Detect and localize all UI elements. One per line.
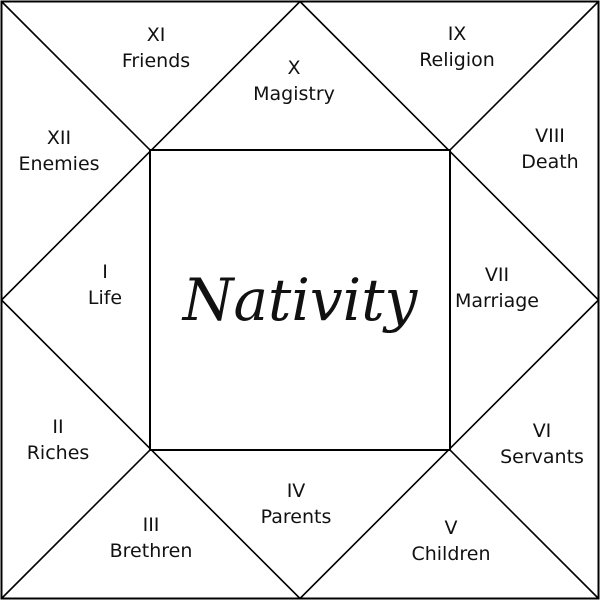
house-label: Enemies bbox=[18, 153, 100, 175]
house-numeral: I bbox=[102, 261, 108, 283]
house-numeral: VII bbox=[484, 264, 510, 286]
house-5: V Children bbox=[386, 515, 516, 567]
house-label: Magistry bbox=[253, 83, 335, 105]
house-1: I Life bbox=[40, 259, 170, 311]
house-numeral: IX bbox=[447, 23, 467, 45]
house-label: Friends bbox=[121, 50, 191, 72]
house-11: XI Friends bbox=[91, 22, 221, 74]
house-numeral: IV bbox=[286, 480, 306, 502]
house-numeral: III bbox=[142, 514, 160, 536]
house-numeral: XI bbox=[146, 24, 166, 46]
house-label: Servants bbox=[500, 446, 584, 468]
house-3: III Brethren bbox=[86, 512, 216, 564]
house-8: VIII Death bbox=[485, 123, 600, 175]
house-9: IX Religion bbox=[392, 21, 522, 73]
chart-title: Nativity bbox=[182, 266, 418, 334]
house-label: Riches bbox=[26, 442, 90, 464]
house-4: IV Parents bbox=[231, 478, 361, 530]
house-6: VI Servants bbox=[477, 418, 600, 470]
house-numeral: V bbox=[444, 517, 458, 539]
house-10: X Magistry bbox=[229, 55, 359, 107]
house-label: Death bbox=[521, 151, 579, 173]
house-label: Marriage bbox=[455, 290, 539, 312]
house-numeral: VIII bbox=[535, 125, 565, 147]
house-12: XII Enemies bbox=[0, 125, 124, 177]
house-label: Brethren bbox=[109, 540, 193, 562]
house-2: II Riches bbox=[0, 414, 123, 466]
inner-square bbox=[149, 149, 451, 451]
house-numeral: II bbox=[52, 416, 64, 438]
house-numeral: XII bbox=[46, 127, 72, 149]
house-label: Religion bbox=[419, 49, 495, 71]
house-numeral: VI bbox=[532, 420, 552, 442]
house-label: Children bbox=[411, 543, 491, 565]
house-label: Life bbox=[87, 287, 123, 309]
house-label: Parents bbox=[260, 506, 332, 528]
house-numeral: X bbox=[287, 57, 301, 79]
house-7: VII Marriage bbox=[432, 262, 562, 314]
